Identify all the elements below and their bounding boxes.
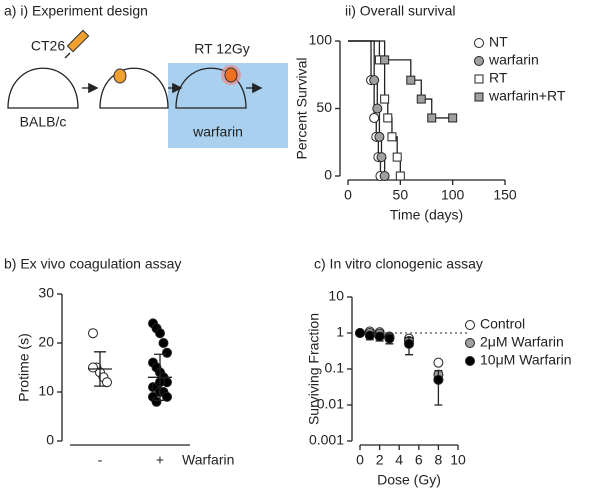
legend-marker: [474, 74, 484, 84]
point: [395, 171, 405, 181]
legend-label: NT: [489, 34, 508, 50]
legend-marker: [465, 356, 475, 366]
y-tick-label: 0: [46, 432, 54, 448]
point: [379, 171, 390, 181]
x-tick-label: 50: [393, 187, 409, 203]
point: [404, 338, 414, 349]
y-axis-label: Protime (s): [16, 333, 32, 401]
x-tick-label: 4: [395, 452, 403, 468]
tumor: [224, 67, 238, 83]
error-bar: [94, 351, 106, 387]
legend-marker: [474, 56, 484, 66]
point: [380, 94, 390, 104]
legend-marker: [474, 38, 484, 48]
diagram-label: CT26: [31, 38, 65, 54]
point: [102, 377, 112, 388]
y-tick-label: 0: [324, 167, 332, 183]
y-tick-label: 100: [309, 32, 333, 48]
point: [155, 328, 165, 339]
x-tick-label: 2: [376, 452, 384, 468]
group-label: Warfarin: [182, 452, 234, 468]
x-tick-label: +: [156, 452, 164, 468]
x-tick-label: 6: [415, 452, 423, 468]
x-axis-label: Time (days): [390, 207, 463, 223]
x-tick-label: 8: [435, 452, 443, 468]
point: [355, 328, 365, 338]
chart-title: b) Ex vivo coagulation assay: [4, 256, 181, 272]
legend-label: Control: [480, 316, 525, 332]
diagram-label: warfarin: [192, 124, 243, 140]
point: [374, 131, 385, 142]
point: [448, 113, 458, 123]
y-tick-label: 20: [38, 334, 54, 350]
y-tick-label: 10: [328, 288, 344, 304]
y-tick-label: 10: [38, 383, 54, 399]
point: [369, 75, 380, 86]
diagram-label: RT 12Gy: [194, 41, 250, 57]
legend-label: warfarin+RT: [488, 88, 566, 104]
point: [406, 75, 416, 85]
point: [369, 112, 380, 123]
x-tick-label: -: [98, 452, 103, 468]
point: [387, 132, 397, 142]
legend-label: 10μM Warfarin: [480, 352, 572, 368]
tumor: [113, 68, 127, 84]
x-tick-label: 0: [356, 452, 364, 468]
syringe: [64, 29, 90, 59]
x-tick-label: 150: [493, 187, 517, 203]
diagram-label: BALB/c: [20, 114, 67, 130]
point: [376, 152, 387, 163]
legend-label: RT: [489, 70, 508, 86]
point: [374, 331, 385, 342]
legend-marker: [474, 92, 484, 102]
point: [380, 55, 390, 65]
x-axis-label: Dose (Gy): [377, 472, 441, 488]
mouse: [175, 67, 247, 109]
point: [416, 94, 426, 104]
y-tick-label: 30: [38, 285, 54, 301]
y-tick-label: 0.1: [325, 360, 345, 376]
x-tick-label: 100: [441, 187, 465, 203]
chart-title: c) In vitro clonogenic assay: [314, 256, 483, 272]
point: [372, 103, 383, 114]
legend-label: warfarin: [488, 52, 539, 68]
x-tick-label: 10: [450, 452, 466, 468]
y-tick-label: 50: [316, 99, 332, 115]
point: [158, 338, 169, 348]
point: [433, 357, 444, 368]
point: [384, 333, 395, 344]
y-tick-label: 0.001: [309, 432, 344, 448]
y-axis-label: Percent Survival: [294, 58, 310, 160]
mouse: [99, 67, 169, 109]
chart-title: ii) Overall survival: [345, 3, 455, 19]
point: [392, 152, 402, 162]
point: [433, 374, 444, 385]
point: [88, 328, 98, 339]
mouse: [7, 67, 79, 109]
point: [162, 347, 172, 358]
point: [88, 362, 98, 373]
point: [427, 113, 437, 123]
point: [383, 113, 393, 123]
point: [162, 391, 172, 402]
point: [364, 330, 375, 341]
y-tick-label: 1: [336, 324, 344, 340]
x-tick-label: 0: [344, 187, 352, 203]
error-bar: [154, 353, 166, 401]
survival-line: [348, 40, 453, 119]
legend-marker: [465, 338, 475, 348]
legend-marker: [465, 320, 475, 330]
point: [151, 396, 162, 407]
y-axis-label: Surviving Fraction: [306, 313, 322, 425]
legend-label: 2μM Warfarin: [480, 334, 564, 350]
y-tick-label: 0.01: [317, 396, 344, 412]
panel-title: a) i) Experiment design: [4, 3, 148, 19]
